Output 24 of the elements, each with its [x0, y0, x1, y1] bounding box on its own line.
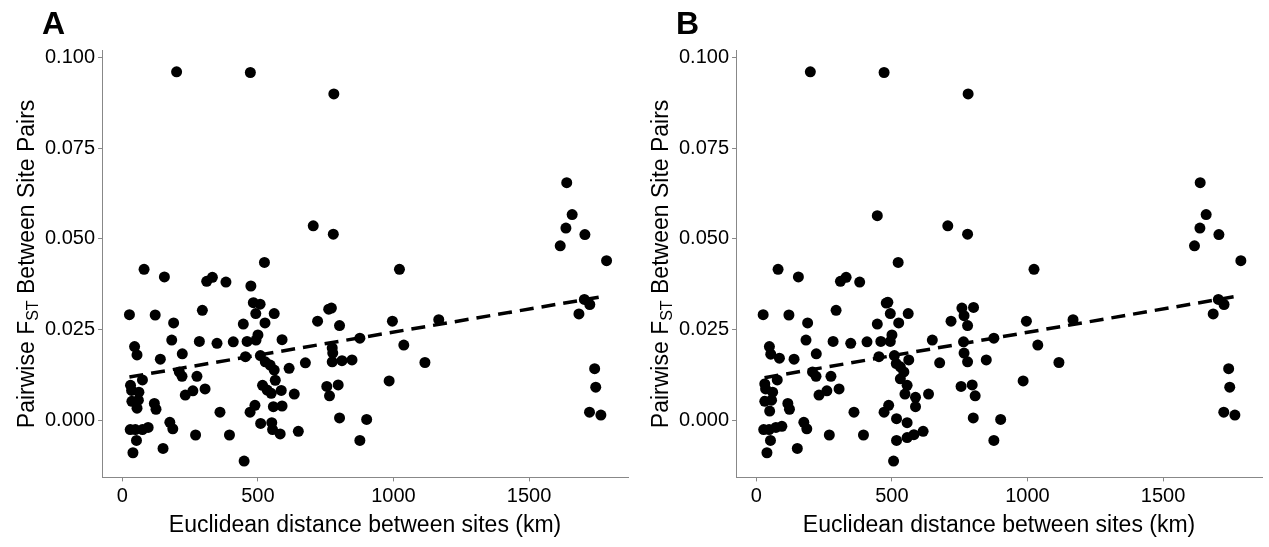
y-tick-label: 0.100: [678, 45, 730, 68]
y-tick-label: 0.025: [44, 317, 96, 340]
x-tick-label: 500: [241, 483, 275, 506]
y-tick-label: 0.000: [44, 407, 96, 430]
x-tick-label: 1000: [1005, 483, 1050, 506]
y-tick-label: 0.100: [44, 45, 96, 68]
x-tick-label: 0: [750, 483, 762, 506]
x-tick-label: 1500: [1140, 483, 1186, 506]
y-tick-label: 0.025: [678, 317, 730, 340]
x-axis-title: Euclidean distance between sites (km): [802, 510, 1196, 537]
chart-title: A: [42, 5, 66, 42]
y-tick-label: 0.075: [678, 135, 730, 158]
x-tick-label: 1500: [506, 483, 552, 506]
y-tick-label: 0.075: [44, 135, 96, 158]
y-axis-title: Pairwise FST Between Site Pairs: [647, 99, 676, 429]
x-tick-label: 500: [875, 483, 909, 506]
x-tick-label: 1000: [371, 483, 416, 506]
y-tick-label: 0.050: [678, 226, 730, 249]
x-axis-title: Euclidean distance between sites (km): [168, 510, 562, 537]
chart-title: B: [676, 5, 700, 42]
y-tick-label: 0.000: [678, 407, 730, 430]
y-tick-label: 0.050: [44, 226, 96, 249]
y-axis-title: Pairwise FST Between Site Pairs: [13, 99, 42, 429]
x-tick-label: 0: [116, 483, 128, 506]
